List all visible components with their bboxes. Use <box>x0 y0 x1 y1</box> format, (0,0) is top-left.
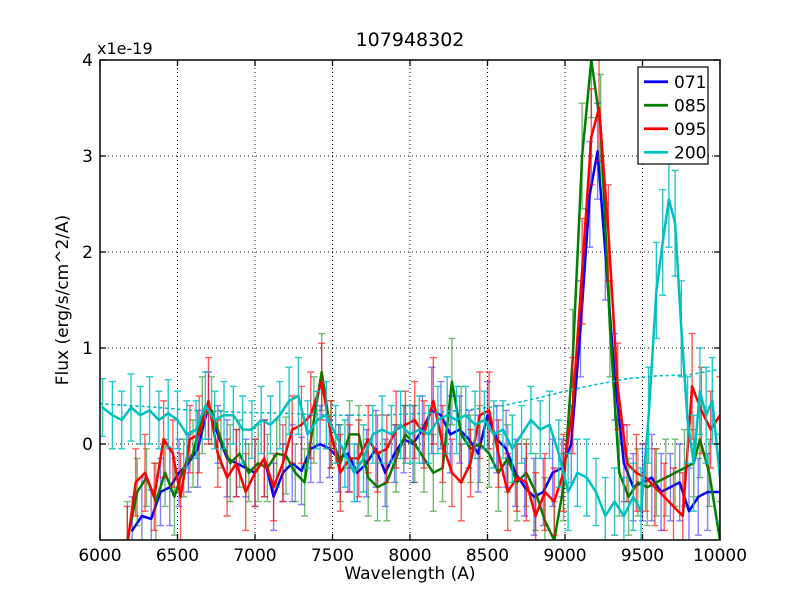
y-tick-label: 4 <box>82 51 93 71</box>
x-tick-label: 7500 <box>311 546 354 566</box>
x-tick-label: 8500 <box>466 546 509 566</box>
x-tick-label: 9500 <box>621 546 664 566</box>
y-tick-labels: 0 1 2 3 4 <box>82 51 93 455</box>
series-200-continuum <box>100 368 720 417</box>
legend-entry-085: 085 <box>644 96 706 116</box>
y-tick-label: 2 <box>82 243 93 263</box>
x-tick-label: 8000 <box>388 546 431 566</box>
legend: 071 085 095 200 <box>637 66 709 165</box>
series-095 <box>123 60 720 540</box>
legend-label: 071 <box>674 73 706 93</box>
y-tick-label: 1 <box>82 339 93 359</box>
legend-entry-200: 200 <box>644 143 706 163</box>
x-axis-label: Wavelength (A) <box>344 564 475 584</box>
y-offset-label: x1e-19 <box>97 39 153 58</box>
series-095-line <box>126 106 720 540</box>
axes-frame <box>99 59 721 541</box>
y-axis-label: Flux (erg/s/cm^2/A) <box>53 215 73 386</box>
legend-label: 200 <box>674 143 706 163</box>
legend-entry-071: 071 <box>644 73 706 93</box>
data-series <box>100 60 720 540</box>
x-tick-label: 10000 <box>693 546 747 566</box>
series-200 <box>100 150 720 540</box>
legend-label: 085 <box>674 96 706 116</box>
series-200-continuum-line <box>100 368 720 417</box>
series-200-line <box>101 197 720 518</box>
x-tick-label: 6000 <box>78 546 121 566</box>
x-tick-labels: 6000 6500 7000 7500 8000 8500 9000 9500 10000 <box>78 546 747 566</box>
legend-label: 095 <box>674 120 706 140</box>
legend-entry-095: 095 <box>644 120 706 140</box>
y-tick-label: 3 <box>82 147 93 167</box>
chart-title: 107948302 <box>356 29 465 51</box>
legend-box <box>637 66 709 165</box>
y-tick-label: 0 <box>82 435 93 455</box>
x-tick-label: 7000 <box>233 546 276 566</box>
x-tick-label: 6500 <box>156 546 199 566</box>
x-tick-label: 9000 <box>543 546 586 566</box>
